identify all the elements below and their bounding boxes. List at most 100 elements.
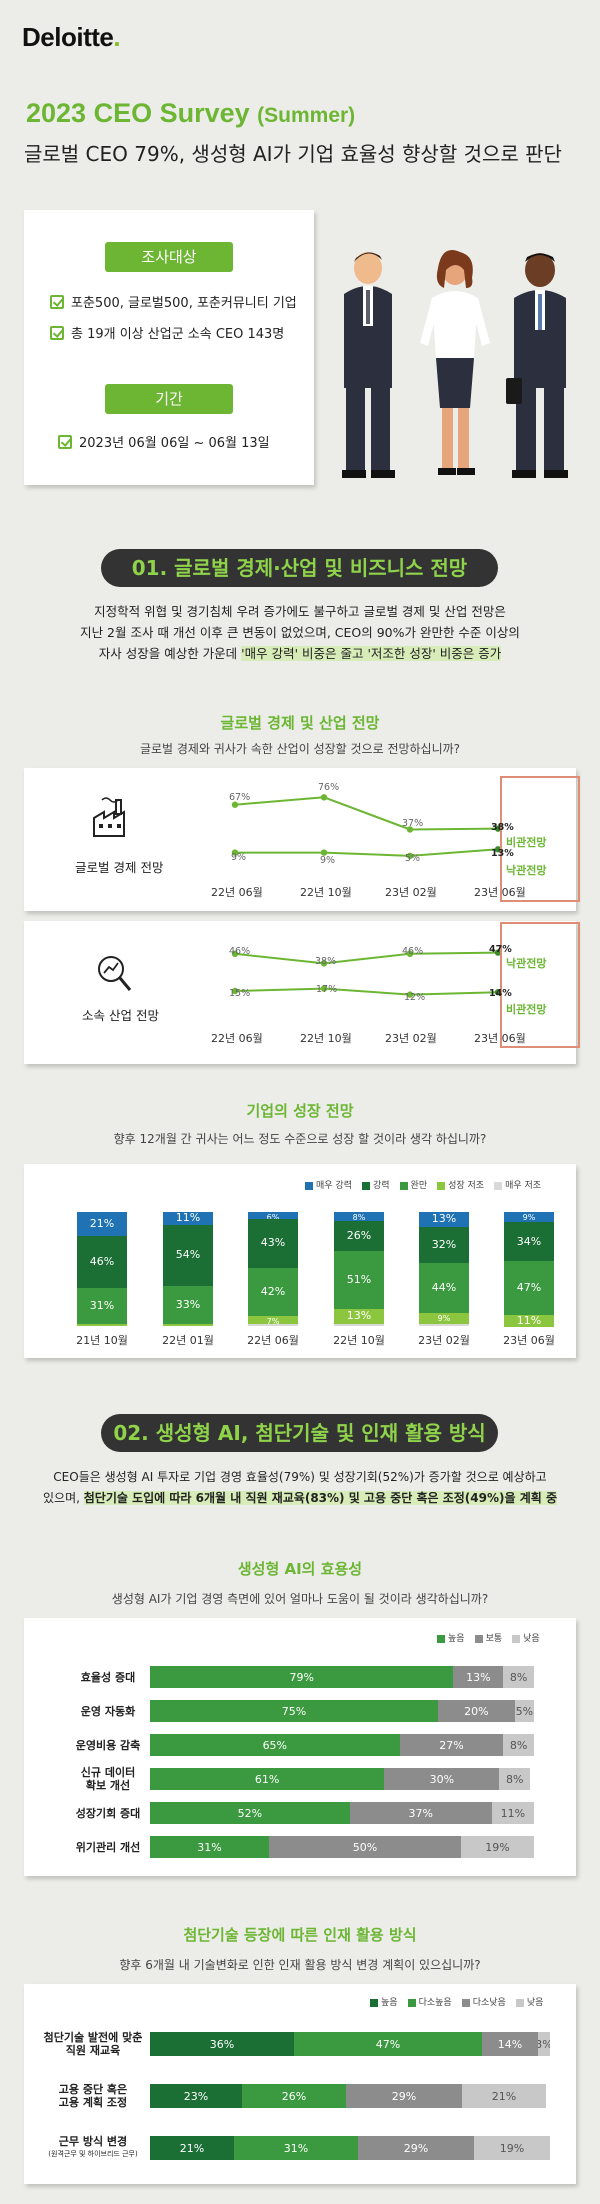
bar-row: 36%47%14%3% <box>150 2032 550 2056</box>
data-label: 5% <box>405 853 421 864</box>
bar-row: 79% 13% 8% <box>150 1666 534 1688</box>
bar-segment: 21% <box>150 2136 234 2160</box>
bar-value-label: 21% <box>89 1216 115 1230</box>
bar-segment: 79% <box>150 1666 454 1688</box>
global-economy-line-chart <box>231 794 502 860</box>
bar-segment: 31% <box>234 2136 358 2160</box>
bar-value-label: 31% <box>89 1299 115 1313</box>
bar-value-label: 11% <box>175 1211 201 1225</box>
legend-swatch <box>370 1998 378 2007</box>
bar-value-label: 9% <box>522 1213 536 1222</box>
bar-segment <box>504 1314 554 1328</box>
legend-swatch <box>474 1634 483 1643</box>
x-tick: 21년 10월 <box>76 1334 128 1347</box>
bar-segment: 21% <box>462 2084 546 2108</box>
bar-segment: 19% <box>461 1836 534 1858</box>
bar-segment: 14% <box>482 2032 538 2056</box>
bar-value-label: 11% <box>516 1313 542 1327</box>
x-tick: 22년 10월 <box>333 1334 385 1347</box>
bar-row: 52% 37% 11% <box>150 1802 534 1824</box>
bar-segment: 8% <box>503 1734 534 1756</box>
legend-item: 낮음 <box>515 1995 543 2008</box>
bar-category-label: 효율성 증대 <box>80 1670 136 1684</box>
x-tick: 23년 06월 <box>474 886 526 899</box>
factory-icon <box>93 797 125 837</box>
x-tick: 23년 06월 <box>503 1334 555 1347</box>
latest-highlight-box <box>500 922 580 1048</box>
data-label: 46% <box>229 946 251 957</box>
section1-heading: 01. 글로벌 경제·산업 및 비즈니스 전망 <box>101 549 498 587</box>
series-line <box>234 796 499 831</box>
legend-item: 다소낮음 <box>461 1995 506 2008</box>
bar-segment: 47% <box>294 2032 482 2056</box>
x-tick: 22년 01월 <box>162 1334 214 1347</box>
data-label: 9% <box>231 852 247 863</box>
data-point <box>320 849 328 856</box>
period-label: 기간 <box>105 384 233 414</box>
bar-segment <box>248 1315 298 1324</box>
legend-swatch <box>437 1181 446 1190</box>
bar-segment <box>419 1226 469 1264</box>
bar-segment <box>504 1212 554 1223</box>
bar-segment <box>504 1261 554 1315</box>
checkbox-icon <box>50 325 64 340</box>
data-point <box>494 989 502 996</box>
bar-segment <box>248 1218 298 1268</box>
x-tick: 23년 02월 <box>385 886 437 899</box>
data-label: 12% <box>404 992 426 1003</box>
section2-heading: 02. 생성형 AI, 첨단기술 및 인재 활용 방식 <box>101 1414 498 1452</box>
bar-segment: 3% <box>538 2032 550 2056</box>
legend-item: 강력 <box>361 1178 390 1191</box>
bar-segment: 26% <box>242 2084 346 2108</box>
bar-segment: 30% <box>384 1768 500 1790</box>
highlight-text: '매우 강력' 비중은 줄고 '저조한 성장' 비중은 증가 <box>241 646 502 661</box>
bar-value-label: 42% <box>260 1284 286 1298</box>
section2-text-line: 있으며, 첨단기술 도입에 따라 6개월 내 직원 재교육(83%) 및 고용 … <box>43 1491 557 1505</box>
bar-segment <box>334 1308 384 1324</box>
bar-value-label: 34% <box>516 1234 542 1248</box>
woman-middle-figure <box>420 250 490 475</box>
series-line <box>234 987 499 996</box>
bar-value-label: 26% <box>346 1228 372 1242</box>
global-economy-card <box>24 768 576 911</box>
talent-chart-title: 첨단기술 등장에 따른 인재 활용 방식 <box>183 1926 417 1944</box>
target-item: 포춘500, 글로벌500, 포춘커뮤니티 기업 <box>50 292 297 311</box>
page-subtitle: 글로벌 CEO 79%, 생성형 AI가 기업 효율성 향상할 것으로 판단 <box>24 142 562 166</box>
bar-category-label: 성장기회 증대 <box>75 1806 141 1820</box>
data-point <box>494 949 502 956</box>
bar-category-label: 첨단기술 발전에 맞춘 직원 재교육 <box>43 2031 143 2057</box>
data-point <box>406 991 414 998</box>
bar-row: 61% 30% 8% <box>150 1768 534 1790</box>
bar-segment: 50% <box>269 1836 462 1858</box>
bar-value-label: 2% <box>352 1324 366 1334</box>
bar-segment: 8% <box>499 1768 531 1790</box>
bar-category-label: 신규 데이터 확보 개선 <box>80 1766 136 1792</box>
bar-segment: 37% <box>349 1802 492 1824</box>
data-label: 15% <box>229 988 251 999</box>
data-point <box>320 985 328 992</box>
legend-swatch <box>515 1998 524 2007</box>
bar-segment <box>77 1323 127 1326</box>
data-point <box>231 849 239 856</box>
bar-segment <box>419 1313 469 1324</box>
page-title: 2023 CEO Survey (Summer) <box>26 98 356 128</box>
x-tick: 23년 02월 <box>385 1032 437 1045</box>
bar-category-label: 위기관리 개선 <box>75 1840 141 1854</box>
checkbox-icon <box>50 294 64 309</box>
industry-outlook-label: 소속 산업 전망 <box>82 1008 159 1023</box>
bar-row: 75% 20% 5% <box>150 1700 534 1722</box>
data-point <box>320 960 328 967</box>
legend-swatch <box>407 1998 416 2007</box>
legend-item: 완만 <box>399 1178 427 1191</box>
bar-row: 65% 27% 8% <box>150 1734 534 1756</box>
bar-segment <box>248 1267 298 1316</box>
data-label: 47% <box>489 944 512 955</box>
talent-chart-legend: 높음 다소높음 다소낮음 낮음 <box>370 1995 543 2008</box>
bar-category-label: 운영비용 감축 <box>75 1738 141 1752</box>
legend-swatch <box>512 1634 521 1643</box>
bar-segment <box>248 1323 298 1326</box>
ai-chart-title: 생성형 AI의 효용성 <box>237 1560 363 1578</box>
bar-category-label: 운영 자동화 <box>80 1704 136 1718</box>
data-label: 38% <box>315 956 337 967</box>
bar-segment <box>248 1212 298 1219</box>
